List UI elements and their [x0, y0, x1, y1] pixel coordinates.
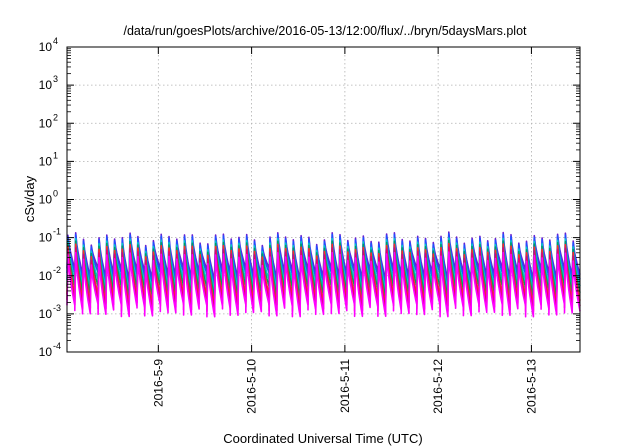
x-tick-label: 2016-5-12 — [431, 359, 445, 414]
y-tick-label: 10 — [39, 345, 53, 359]
x-tick-label: 2016-5-13 — [524, 359, 538, 414]
y-tick-exponent: 4 — [53, 36, 58, 46]
y-tick-label: 10 — [39, 193, 53, 207]
y-tick-exponent: 0 — [53, 189, 58, 199]
x-axis-label: Coordinated Universal Time (UTC) — [223, 431, 422, 446]
tick-marks — [67, 46, 580, 353]
x-tick-label: 2016-5-10 — [245, 359, 259, 414]
y-tick-exponent: -2 — [53, 265, 61, 275]
y-tick-exponent: -4 — [53, 341, 61, 351]
y-tick-exponent: 2 — [53, 112, 58, 122]
y-tick-label: 10 — [39, 154, 53, 168]
y-tick-label: 10 — [39, 307, 53, 321]
y-tick-exponent: -1 — [53, 227, 61, 237]
series-lines — [66, 231, 581, 318]
x-tick-label: 2016-5-9 — [151, 359, 165, 407]
y-tick-label: 10 — [39, 78, 53, 92]
y-tick-exponent: -3 — [53, 303, 61, 313]
y-tick-label: 10 — [39, 269, 53, 283]
x-tick-labels: 2016-5-9 2016-5-10 2016-5-11 2016-5-12 2016-… — [151, 359, 538, 414]
series-line — [66, 251, 581, 318]
y-tick-exponent: 1 — [53, 150, 58, 160]
chart-title: /data/run/goesPlots/archive/2016-05-13/1… — [123, 24, 527, 38]
y-tick-label: 10 — [39, 116, 53, 130]
y-tick-label: 10 — [39, 40, 53, 54]
y-axis-label: cSv/day — [22, 175, 37, 222]
x-tick-label: 2016-5-11 — [338, 359, 352, 413]
y-tick-label: 10 — [39, 231, 53, 245]
y-tick-exponent: 3 — [53, 74, 58, 84]
